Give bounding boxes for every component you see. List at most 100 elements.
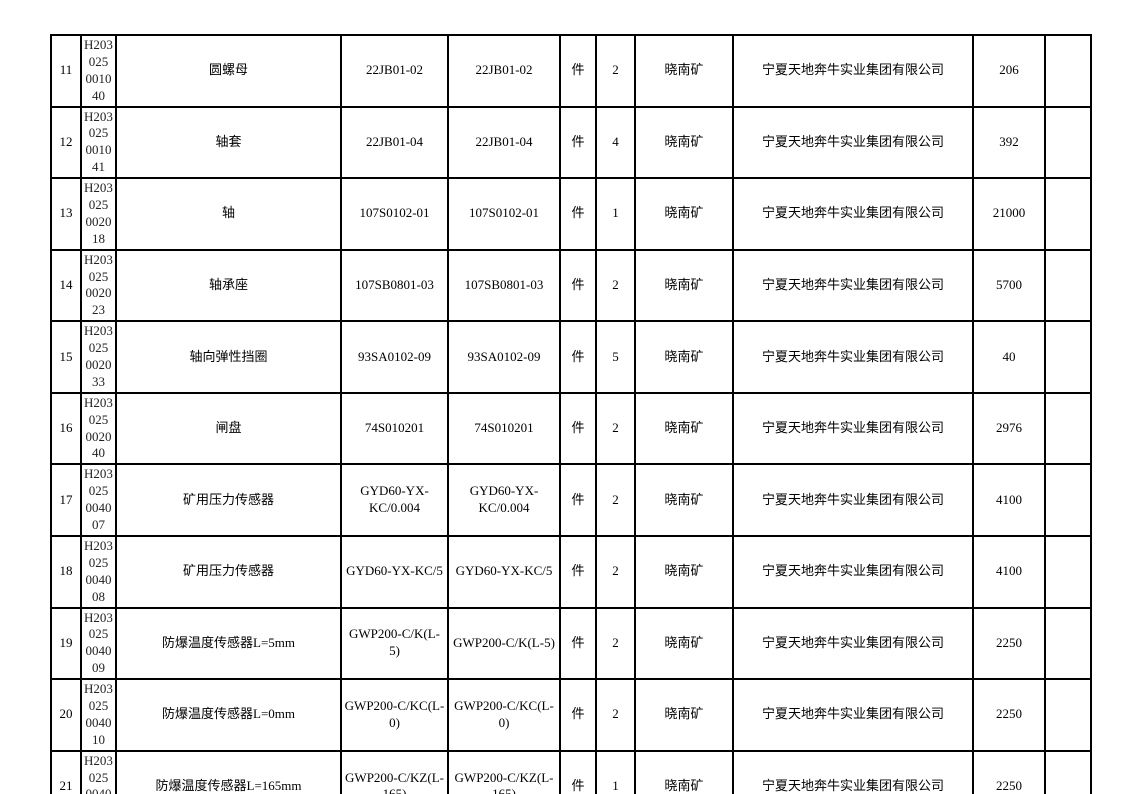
cell-no: 11 bbox=[50, 34, 82, 108]
cell-unit: 件 bbox=[559, 177, 597, 251]
cell-name: 防爆温度传感器L=0mm bbox=[115, 678, 342, 752]
cell-no: 17 bbox=[50, 463, 82, 537]
cell-deal_spec: GYD60-YX-KC/5 bbox=[447, 534, 561, 609]
cell-code: H203025 004010 bbox=[80, 678, 117, 752]
table-row: 13 H203025 002018 轴 107S0102-01 107S0102-01 件… bbox=[50, 177, 1092, 251]
cell-remark bbox=[1044, 177, 1092, 251]
cell-price: 2250 bbox=[972, 678, 1046, 752]
cell-qty: 1 bbox=[595, 177, 636, 251]
cell-price: 2250 bbox=[972, 749, 1046, 794]
cell-spec: 22JB01-04 bbox=[340, 105, 449, 180]
cell-name: 轴向弹性挡圈 bbox=[115, 320, 342, 394]
cell-price: 21000 bbox=[972, 177, 1046, 251]
cell-unit: 件 bbox=[559, 606, 597, 681]
continuation-table-body: 11 H203025 001040 圆螺母 22JB01-02 22JB01-02 件 2 晓… bbox=[50, 34, 1092, 794]
cell-name: 闸盘 bbox=[115, 391, 342, 466]
cell-price: 392 bbox=[972, 105, 1046, 180]
cell-winner: 宁夏天地奔牛实业集团有限公司 bbox=[732, 248, 974, 323]
cell-price: 40 bbox=[972, 320, 1046, 394]
cell-price: 5700 bbox=[972, 248, 1046, 323]
cell-user: 晓南矿 bbox=[634, 105, 734, 180]
cell-name: 矿用压力传感器 bbox=[115, 534, 342, 609]
cell-user: 晓南矿 bbox=[634, 534, 734, 609]
cell-code: H203025 001040 bbox=[80, 34, 117, 108]
cell-winner: 宁夏天地奔牛实业集团有限公司 bbox=[732, 34, 974, 108]
cell-code: H203025 002033 bbox=[80, 320, 117, 394]
cell-winner: 宁夏天地奔牛实业集团有限公司 bbox=[732, 391, 974, 466]
cell-code: H203025 002023 bbox=[80, 248, 117, 323]
cell-code: H203025 004007 bbox=[80, 463, 117, 537]
cell-code: H203025 004008 bbox=[80, 534, 117, 609]
table-row: 18 H203025 004008 矿用压力传感器 GYD60-YX-KC/5 GYD6… bbox=[50, 534, 1092, 609]
continuation-table-wrap: 11 H203025 001040 圆螺母 22JB01-02 22JB01-02 件 2 晓… bbox=[50, 34, 1092, 794]
cell-unit: 件 bbox=[559, 320, 597, 394]
cell-deal_spec: 22JB01-04 bbox=[447, 105, 561, 180]
cell-unit: 件 bbox=[559, 749, 597, 794]
cell-price: 4100 bbox=[972, 534, 1046, 609]
cell-user: 晓南矿 bbox=[634, 606, 734, 681]
cell-deal_spec: 22JB01-02 bbox=[447, 34, 561, 108]
cell-name: 轴承座 bbox=[115, 248, 342, 323]
cell-unit: 件 bbox=[559, 105, 597, 180]
cell-name: 轴 bbox=[115, 177, 342, 251]
cell-user: 晓南矿 bbox=[634, 749, 734, 794]
cell-no: 12 bbox=[50, 105, 82, 180]
cell-name: 防爆温度传感器L=5mm bbox=[115, 606, 342, 681]
cell-qty: 4 bbox=[595, 105, 636, 180]
cell-remark bbox=[1044, 534, 1092, 609]
cell-code: H203025 002040 bbox=[80, 391, 117, 466]
cell-spec: GWP200-C/KZ(L-165) bbox=[340, 749, 449, 794]
cell-winner: 宁夏天地奔牛实业集团有限公司 bbox=[732, 749, 974, 794]
cell-code: H203025 002018 bbox=[80, 177, 117, 251]
cell-price: 206 bbox=[972, 34, 1046, 108]
cell-unit: 件 bbox=[559, 34, 597, 108]
cell-unit: 件 bbox=[559, 391, 597, 466]
cell-unit: 件 bbox=[559, 678, 597, 752]
cell-name: 防爆温度传感器L=165mm bbox=[115, 749, 342, 794]
cell-no: 19 bbox=[50, 606, 82, 681]
cell-winner: 宁夏天地奔牛实业集团有限公司 bbox=[732, 105, 974, 180]
top-margin bbox=[0, 0, 1123, 34]
cell-code: H203025 004011 bbox=[80, 749, 117, 794]
cell-remark bbox=[1044, 105, 1092, 180]
cell-spec: GYD60-YX-KC/5 bbox=[340, 534, 449, 609]
cell-no: 20 bbox=[50, 678, 82, 752]
cell-spec: 107S0102-01 bbox=[340, 177, 449, 251]
cell-spec: GWP200-C/KC(L-0) bbox=[340, 678, 449, 752]
cell-deal_spec: 107S0102-01 bbox=[447, 177, 561, 251]
cell-remark bbox=[1044, 34, 1092, 108]
cell-name: 轴套 bbox=[115, 105, 342, 180]
cell-spec: GYD60-YX-KC/0.004 bbox=[340, 463, 449, 537]
cell-winner: 宁夏天地奔牛实业集团有限公司 bbox=[732, 606, 974, 681]
cell-code: H203025 001041 bbox=[80, 105, 117, 180]
cell-unit: 件 bbox=[559, 534, 597, 609]
cell-no: 16 bbox=[50, 391, 82, 466]
table-row: 11 H203025 001040 圆螺母 22JB01-02 22JB01-02 件 2 晓… bbox=[50, 34, 1092, 108]
cell-no: 13 bbox=[50, 177, 82, 251]
cell-winner: 宁夏天地奔牛实业集团有限公司 bbox=[732, 463, 974, 537]
cell-user: 晓南矿 bbox=[634, 248, 734, 323]
cell-spec: 22JB01-02 bbox=[340, 34, 449, 108]
cell-remark bbox=[1044, 320, 1092, 394]
cell-qty: 2 bbox=[595, 248, 636, 323]
continuation-table: 11 H203025 001040 圆螺母 22JB01-02 22JB01-02 件 2 晓… bbox=[50, 34, 1092, 794]
cell-spec: 107SB0801-03 bbox=[340, 248, 449, 323]
cell-qty: 5 bbox=[595, 320, 636, 394]
cell-user: 晓南矿 bbox=[634, 34, 734, 108]
cell-unit: 件 bbox=[559, 463, 597, 537]
cell-winner: 宁夏天地奔牛实业集团有限公司 bbox=[732, 534, 974, 609]
cell-user: 晓南矿 bbox=[634, 678, 734, 752]
cell-name: 圆螺母 bbox=[115, 34, 342, 108]
cell-spec: GWP200-C/K(L-5) bbox=[340, 606, 449, 681]
cell-remark bbox=[1044, 606, 1092, 681]
cell-user: 晓南矿 bbox=[634, 391, 734, 466]
cell-no: 14 bbox=[50, 248, 82, 323]
table-row: 12 H203025 001041 轴套 22JB01-04 22JB01-04 件 4 晓南… bbox=[50, 105, 1092, 180]
cell-deal_spec: GYD60-YX-KC/0.004 bbox=[447, 463, 561, 537]
table-row: 17 H203025 004007 矿用压力传感器 GYD60-YX-KC/0.004… bbox=[50, 463, 1092, 537]
cell-deal_spec: GWP200-C/KC(L-0) bbox=[447, 678, 561, 752]
table-row: 16 H203025 002040 闸盘 74S010201 74S010201 件 2 晓南… bbox=[50, 391, 1092, 466]
cell-qty: 2 bbox=[595, 34, 636, 108]
